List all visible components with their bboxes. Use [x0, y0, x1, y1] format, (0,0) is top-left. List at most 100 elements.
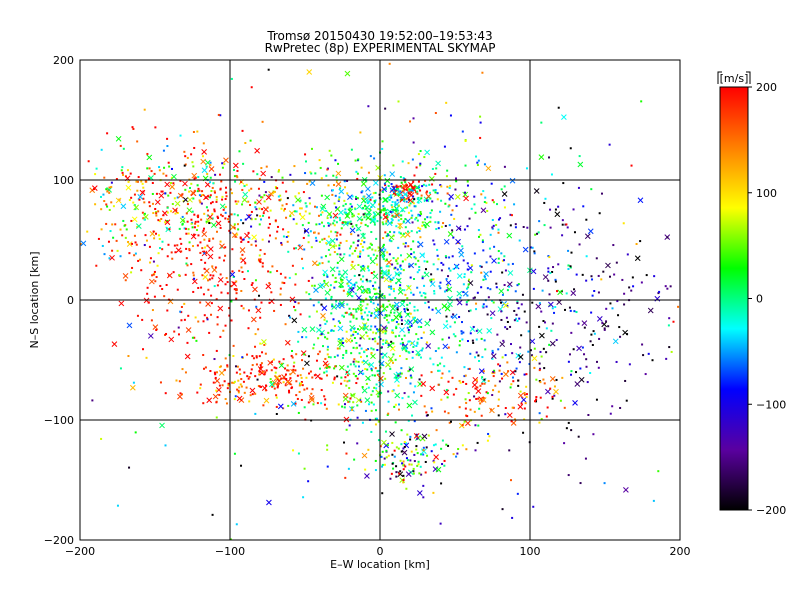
data-point	[575, 311, 578, 314]
data-point	[354, 330, 357, 333]
data-point-cross	[379, 250, 386, 257]
data-point	[199, 251, 202, 254]
data-point	[435, 167, 438, 170]
data-point	[585, 218, 588, 221]
data-point-cross	[386, 220, 393, 227]
data-point	[381, 190, 384, 193]
data-point-cross	[531, 355, 538, 362]
data-point-cross	[456, 273, 463, 279]
data-point	[219, 335, 222, 338]
data-point	[409, 435, 412, 438]
data-point	[267, 240, 270, 243]
data-point-cross	[265, 283, 272, 290]
data-point	[355, 310, 358, 313]
data-point	[317, 263, 320, 266]
data-point	[205, 220, 208, 223]
data-point	[427, 300, 430, 303]
data-point	[365, 278, 368, 281]
data-point	[360, 400, 363, 403]
data-point	[503, 185, 506, 188]
data-point	[555, 338, 558, 341]
data-point	[130, 219, 133, 222]
data-point	[397, 219, 400, 222]
data-point	[411, 356, 414, 359]
data-point	[391, 263, 394, 266]
data-point	[214, 266, 217, 269]
data-point	[357, 328, 360, 331]
data-point	[439, 210, 442, 213]
data-point	[376, 263, 379, 266]
data-point-cross	[365, 193, 372, 200]
data-point	[391, 210, 394, 213]
data-point	[385, 235, 388, 238]
data-point	[415, 445, 418, 448]
data-point	[387, 321, 390, 324]
data-point	[146, 167, 149, 170]
data-point	[425, 199, 428, 202]
data-point	[544, 321, 547, 324]
data-point	[366, 247, 369, 250]
data-point	[234, 180, 237, 183]
data-point	[472, 341, 475, 344]
data-point	[230, 213, 233, 216]
data-point	[151, 192, 154, 195]
data-point	[346, 292, 349, 295]
data-point-cross	[266, 499, 272, 506]
data-point-cross	[217, 276, 224, 283]
data-point-cross	[381, 305, 388, 312]
data-point	[360, 222, 363, 225]
data-point	[180, 305, 183, 308]
data-point	[473, 395, 476, 398]
data-point	[308, 372, 311, 375]
data-point	[514, 290, 517, 293]
data-point	[296, 374, 299, 377]
data-point	[373, 337, 376, 340]
data-point	[392, 342, 395, 345]
data-point	[121, 171, 124, 174]
data-point	[475, 302, 478, 305]
data-point	[248, 400, 251, 403]
data-point	[382, 243, 385, 246]
data-point	[589, 340, 592, 343]
data-point	[575, 371, 578, 374]
data-point	[133, 234, 136, 237]
data-point	[151, 274, 154, 277]
data-point	[203, 314, 206, 317]
data-point	[523, 393, 526, 396]
data-point	[452, 313, 455, 316]
data-point	[396, 199, 399, 202]
data-point	[154, 207, 157, 210]
data-point	[399, 470, 402, 473]
data-point	[95, 167, 98, 170]
data-point	[411, 221, 414, 224]
data-point	[373, 374, 376, 377]
data-point	[479, 402, 482, 405]
data-point	[485, 391, 488, 394]
data-point	[373, 157, 376, 160]
data-point	[332, 318, 335, 321]
data-point	[461, 424, 464, 427]
data-point	[356, 307, 359, 310]
data-point	[408, 188, 411, 191]
data-point	[155, 276, 158, 279]
data-point	[632, 285, 635, 288]
data-point	[468, 217, 471, 220]
data-point	[653, 275, 656, 278]
data-point	[529, 349, 532, 352]
data-point	[397, 384, 400, 387]
data-point	[140, 180, 143, 183]
data-point	[569, 309, 572, 312]
data-point	[389, 367, 392, 370]
data-point	[333, 325, 336, 328]
data-point	[465, 287, 468, 290]
data-point	[282, 228, 285, 231]
data-point	[352, 346, 355, 349]
data-point	[320, 402, 323, 405]
data-point	[514, 223, 517, 226]
data-point	[400, 196, 403, 199]
data-point	[143, 212, 146, 215]
data-point	[399, 175, 402, 178]
data-point	[354, 308, 357, 311]
data-point-cross	[323, 281, 330, 288]
data-point	[587, 413, 590, 416]
